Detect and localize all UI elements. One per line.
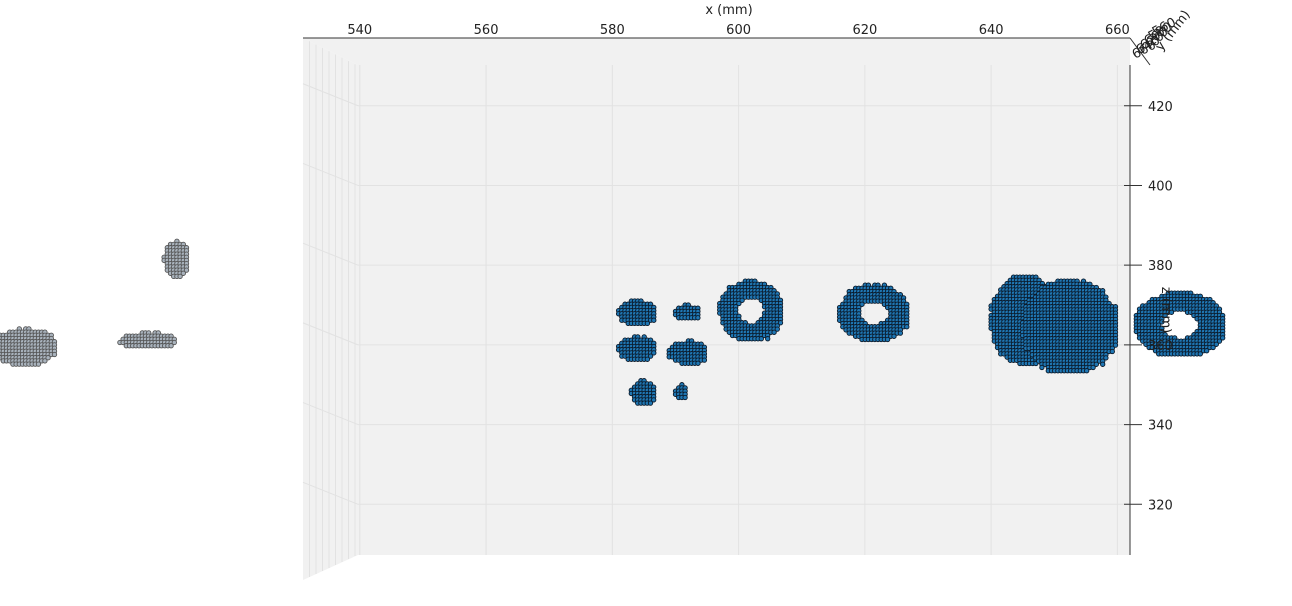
data-point	[1213, 341, 1219, 347]
data-point	[736, 300, 742, 307]
data-point	[1159, 319, 1165, 325]
point-cluster	[117, 330, 177, 349]
x-axis-title: x (mm)	[705, 3, 752, 18]
point-cluster	[672, 302, 701, 321]
point-cluster	[161, 238, 190, 280]
data-point	[183, 267, 190, 273]
z-tick-label: 380	[1148, 259, 1173, 274]
grid-lines	[302, 41, 1142, 577]
point-cluster	[628, 378, 657, 406]
x-tick-label: 560	[474, 23, 499, 38]
z-tick-label: 400	[1148, 179, 1173, 194]
data-point	[765, 336, 771, 342]
point-cluster	[615, 334, 657, 362]
data-point	[647, 353, 654, 359]
axes	[303, 37, 1151, 555]
data-point	[1039, 364, 1045, 371]
data-point	[1109, 348, 1115, 355]
point-cluster	[1020, 278, 1119, 374]
data-point	[771, 329, 777, 335]
data-point	[651, 317, 657, 323]
left-pane	[303, 38, 358, 580]
data-point	[1112, 342, 1119, 348]
z-tick-label: 340	[1148, 419, 1173, 434]
data-point	[45, 355, 51, 361]
data-point	[695, 360, 701, 366]
data-point	[1090, 364, 1096, 371]
data-point	[904, 324, 910, 330]
data-point	[647, 400, 654, 406]
data-point	[774, 326, 780, 332]
data-point	[1204, 348, 1210, 354]
data-point	[695, 315, 701, 321]
top-pane	[303, 38, 1130, 65]
data-point	[177, 273, 183, 280]
z-axis-title: z (mm)	[1158, 287, 1173, 333]
data-point	[1168, 309, 1175, 315]
data-point	[1084, 368, 1090, 374]
data-point	[51, 351, 58, 358]
point-cluster	[666, 338, 708, 366]
point-cluster	[1133, 290, 1226, 357]
data-point	[1103, 355, 1109, 361]
data-point	[180, 270, 186, 276]
point-cluster	[717, 278, 784, 342]
data-point	[1220, 335, 1226, 341]
data-point	[1216, 338, 1223, 344]
x-tick-label: 660	[1105, 23, 1130, 38]
data-point	[739, 297, 745, 303]
data-point	[897, 330, 904, 336]
data-point	[1210, 344, 1216, 351]
x-tick-label: 600	[726, 23, 751, 38]
z-tick-label: 420	[1148, 100, 1173, 115]
point-cluster	[836, 282, 910, 343]
data-point	[1093, 361, 1099, 367]
y-axis-line	[1129, 37, 1151, 66]
data-point	[777, 320, 784, 326]
x-tick-label: 640	[979, 23, 1004, 38]
point-cluster	[615, 298, 657, 327]
data-point	[1197, 351, 1203, 357]
data-point	[701, 357, 708, 363]
data-point	[651, 350, 657, 356]
scatter-points	[0, 238, 1226, 406]
data-point	[1100, 361, 1106, 367]
data-point	[1162, 312, 1168, 319]
data-point	[644, 320, 651, 327]
data-point	[758, 336, 764, 342]
data-point	[891, 333, 897, 339]
data-point	[168, 343, 174, 349]
z-tick-label: 320	[1148, 498, 1173, 513]
data-point	[35, 361, 42, 367]
data-point	[884, 336, 891, 343]
z-tick-label: 360	[1148, 339, 1173, 354]
data-point	[651, 397, 657, 403]
data-point	[859, 301, 865, 307]
x-tick-label: 620	[852, 23, 877, 38]
data-point	[42, 358, 48, 364]
x-tick-label: 540	[347, 23, 372, 38]
point-cluster	[672, 382, 688, 401]
data-point	[682, 394, 688, 401]
x-tick-label: 580	[600, 23, 625, 38]
point-cluster	[0, 326, 58, 367]
data-point	[171, 339, 177, 346]
data-point	[644, 356, 651, 362]
